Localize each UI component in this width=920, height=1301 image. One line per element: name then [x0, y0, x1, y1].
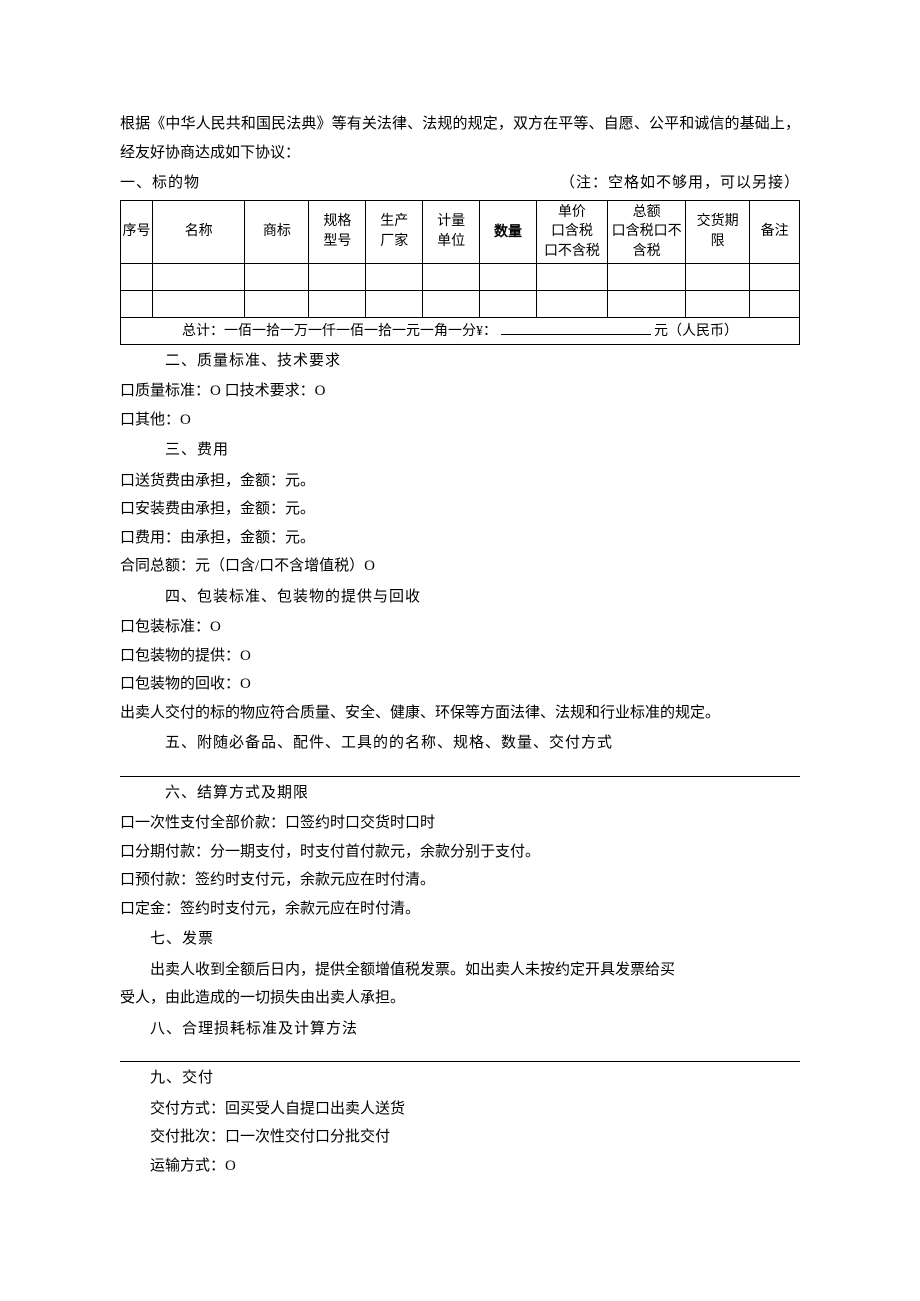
s6-line-2: 口分期付款：分一期支付，时支付首付款元，余款分别于支付。: [120, 838, 800, 867]
section-7-title: 七、发票: [120, 925, 800, 954]
document-page: 根据《中华人民共和国民法典》等有关法律、法规的规定，双方在平等、自愿、公平和诚信…: [0, 0, 920, 1240]
section-6-title: 六、结算方式及期限: [120, 779, 800, 808]
col-deliv: 交货期 限: [686, 200, 750, 264]
col-total: 总额 口含税口不 含税: [607, 200, 685, 264]
table-row-2: [121, 291, 800, 318]
s3-line-2: 口安装费由承担，金额：元。: [120, 495, 800, 524]
col-brand: 商标: [245, 200, 309, 264]
s4-line-4: 出卖人交付的标的物应符合质量、安全、健康、环保等方面法律、法规和行业标准的规定。: [120, 699, 800, 728]
section-8-blank-line: [120, 1061, 800, 1062]
intro-paragraph: 根据《中华人民共和国民法典》等有关法律、法规的规定，双方在平等、自愿、公平和诚信…: [120, 110, 800, 167]
s3-line-3: 口费用：由承担，金额：元。: [120, 524, 800, 553]
s6-line-4: 口定金：签约时支付元，余款元应在时付清。: [120, 895, 800, 924]
s9-line-1: 交付方式：回买受人自提口出卖人送货: [120, 1095, 800, 1124]
table-header-row: 序号 名称 商标 规格 型号 生产 厂家 计量 单位 数量 单价 口含税 口不含…: [121, 200, 800, 264]
col-spec: 规格 型号: [309, 200, 366, 264]
s4-line-1: 口包装标准：O: [120, 613, 800, 642]
total-amount-blank: [501, 320, 651, 335]
section-3-title: 三、费用: [120, 436, 800, 465]
s7-line-1: 出卖人收到全额后日内，提供全额增值税发票。如出卖人未按约定开具发票给买: [120, 956, 800, 985]
col-price: 单价 口含税 口不含税: [536, 200, 607, 264]
col-qty: 数量: [480, 200, 537, 264]
s3-line-1: 口送货费由承担，金额：元。: [120, 467, 800, 496]
section-4-title: 四、包装标准、包装物的提供与回收: [120, 583, 800, 612]
s6-line-3: 口预付款：签约时支付元，余款元应在时付清。: [120, 866, 800, 895]
col-seq: 序号: [121, 200, 153, 264]
section-1-note: （注：空格如不够用，可以另接）: [560, 169, 800, 198]
total-label: 总计：一佰一拾一万一仟一佰一拾一元一角一分¥：: [182, 324, 497, 339]
table-total-row: 总计：一佰一拾一万一仟一佰一拾一元一角一分¥： 元（人民币）: [121, 318, 800, 345]
col-unit: 计量 单位: [423, 200, 480, 264]
section-1-header: 一、标的物 （注：空格如不够用，可以另接）: [120, 169, 800, 198]
s7-line-2: 受人，由此造成的一切损失由出卖人承担。: [120, 984, 800, 1013]
s6-line-1: 口一次性支付全部价款：口签约时口交货时口时: [120, 809, 800, 838]
s4-line-2: 口包装物的提供：O: [120, 642, 800, 671]
section-1-title: 一、标的物: [120, 169, 200, 198]
section-9-title: 九、交付: [120, 1064, 800, 1093]
s4-line-3: 口包装物的回收：O: [120, 670, 800, 699]
section-5-title: 五、附随必备品、配件、工具的的名称、规格、数量、交付方式: [120, 729, 800, 758]
s2-line-2: 口其他：O: [120, 406, 800, 435]
table-row-1: [121, 264, 800, 291]
section-2-title: 二、质量标准、技术要求: [120, 347, 800, 376]
section-5-blank-line: [120, 776, 800, 777]
s3-line-4: 合同总额：元（口含/口不含增值税）O: [120, 552, 800, 581]
col-maker: 生产 厂家: [366, 200, 423, 264]
items-table: 序号 名称 商标 规格 型号 生产 厂家 计量 单位 数量 单价 口含税 口不含…: [120, 200, 800, 345]
s2-line-1: 口质量标准：O 口技术要求：O: [120, 377, 800, 406]
col-note: 备注: [750, 200, 800, 264]
s9-line-3: 运输方式：O: [120, 1152, 800, 1181]
s9-line-2: 交付批次：口一次性交付口分批交付: [120, 1123, 800, 1152]
total-currency: 元（人民币）: [654, 324, 738, 339]
col-name: 名称: [152, 200, 244, 264]
section-8-title: 八、合理损耗标准及计算方法: [120, 1015, 800, 1044]
